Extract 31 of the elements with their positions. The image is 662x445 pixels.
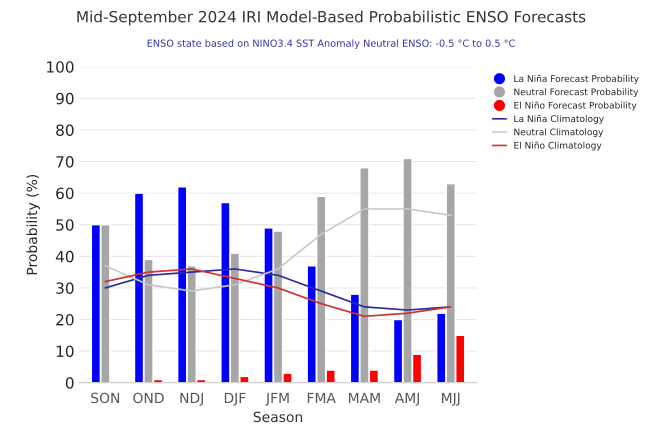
x-tick-label: DJF [224,392,246,406]
legend-label: La Niña Forecast Probability [514,74,639,84]
y-tick-label: 70 [56,156,74,168]
y-tick-label: 90 [56,92,74,104]
x-tick-label: AMJ [394,392,419,406]
legend-label: El Niño Forecast Probability [514,102,636,110]
x-tick-label: SON [91,392,120,404]
x-tick-label: NDJ [180,392,203,406]
legend-label: Neutral Climatology [514,128,604,138]
y-tick-label: 0 [66,377,74,389]
line-series [104,208,452,292]
y-tick-label: 30 [56,282,74,294]
legend-label: La Niña Climatology [514,114,604,124]
x-tick-label: MAM [349,392,380,403]
legend-label: Neutral Forecast Probability [514,88,638,98]
y-axis-title: Probability (%) [26,174,40,274]
y-tick-label: 80 [56,124,74,136]
x-tick-label: FMA [308,392,336,403]
x-tick-label: MJJ [442,392,460,406]
y-tick-label: 50 [56,219,74,231]
y-tick-label: 20 [56,314,74,326]
legend-label: El Niño Climatology [514,142,602,150]
x-axis-title: Season [254,412,302,422]
chart-title: Mid-September 2024 IRI Model-Based Probabilistic ENSO Forecasts [77,10,586,26]
x-tick-label: OND [133,392,164,404]
y-tick-label: 40 [56,250,74,262]
chart-subtitle: ENSO state based on NINO3.4 SST Anomaly Neutral ENSO: -0.5 °C to 0.5 °C [148,39,515,49]
y-tick-label: 100 [47,61,74,73]
y-tick-label: 10 [56,346,74,358]
x-tick-label: JFM [265,392,289,406]
y-tick-label: 60 [56,188,74,200]
